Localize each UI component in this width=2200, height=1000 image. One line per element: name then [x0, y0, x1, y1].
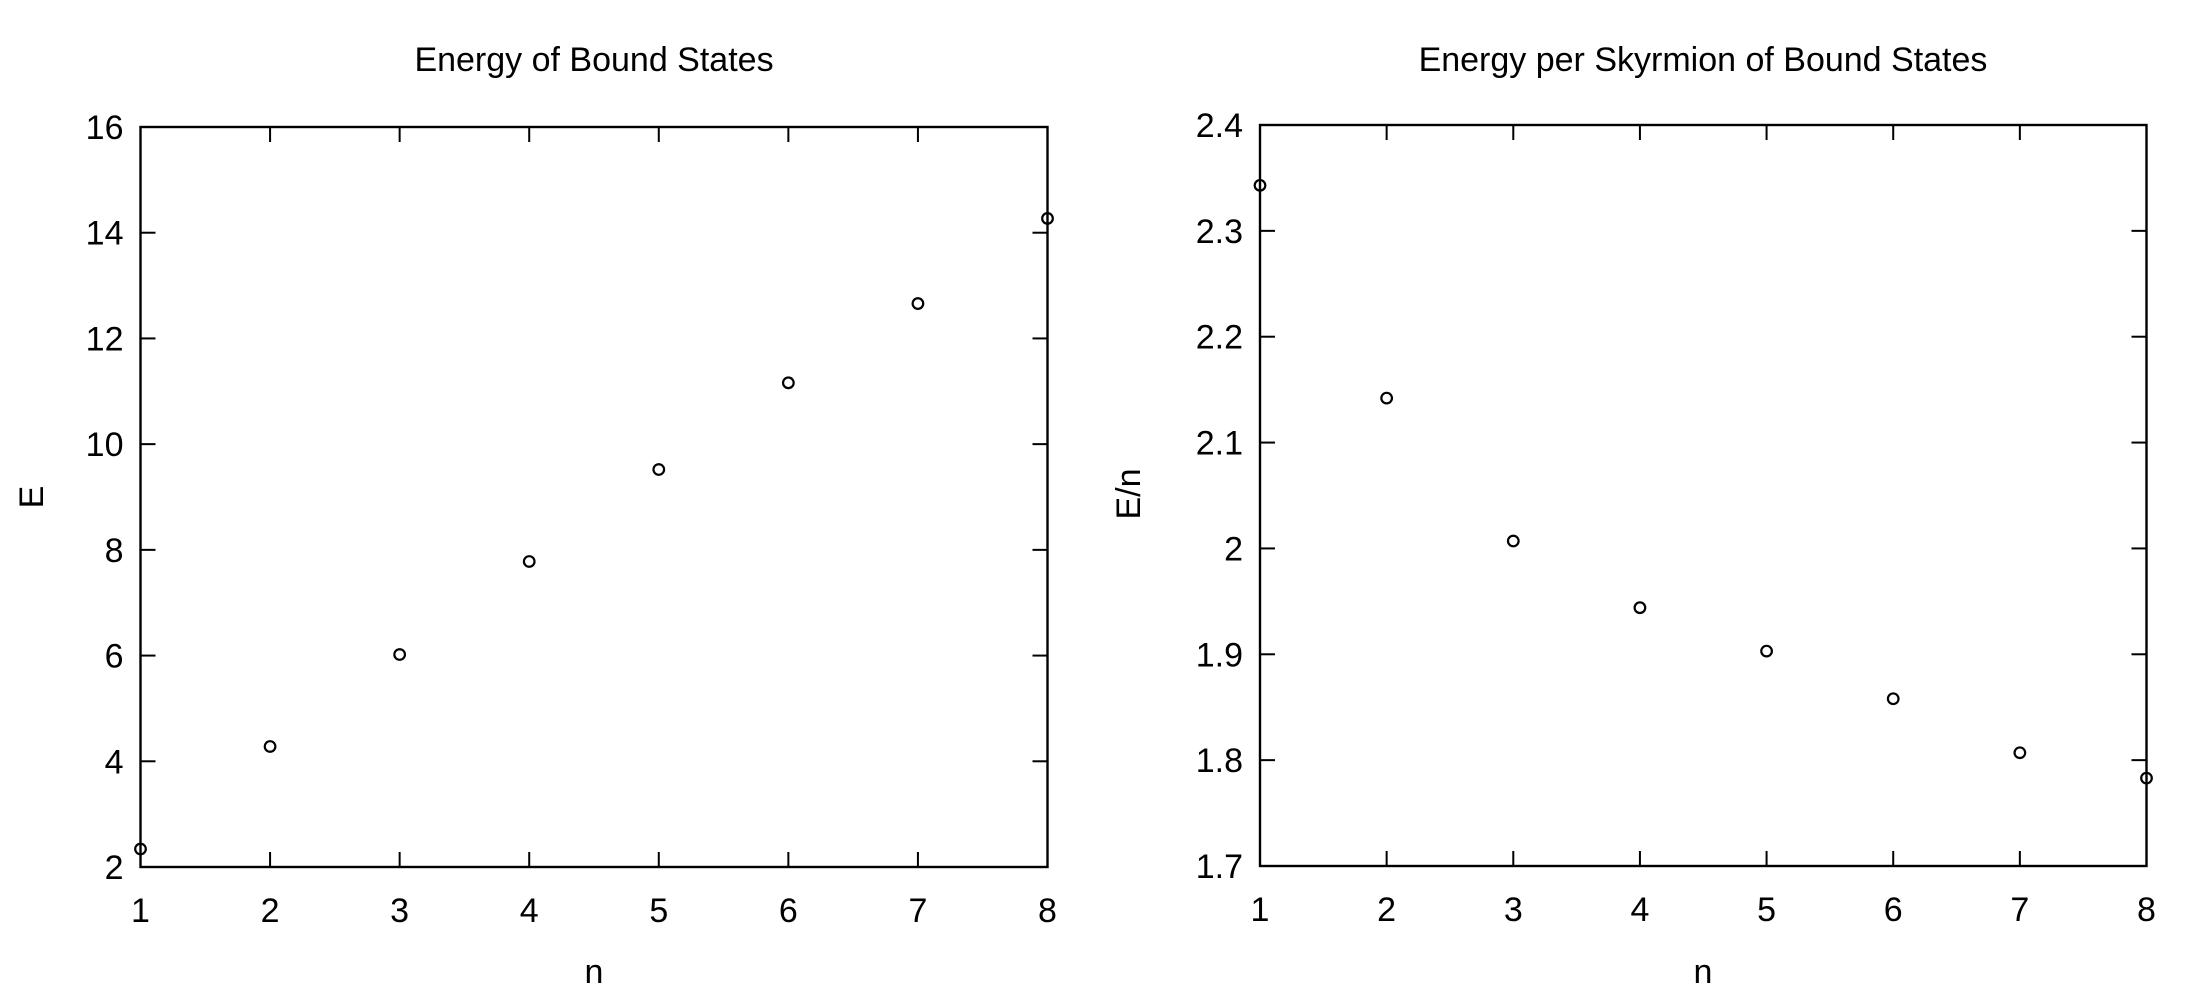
right-plot-y-axis-label: E/n	[1110, 468, 1148, 519]
left-plot-points	[134, 212, 1054, 856]
data-point	[781, 376, 795, 390]
data-point	[2140, 771, 2153, 785]
y-tick-label: 2	[105, 849, 124, 887]
x-tick-label: 5	[1757, 891, 1776, 929]
y-tick-label: 2.1	[1196, 425, 1243, 463]
right-plot: Energy per Skyrmion of Bound States E/n …	[1110, 41, 2156, 991]
data-point	[1253, 178, 1267, 192]
data-point	[1041, 212, 1054, 225]
x-tick-label: 1	[131, 892, 150, 930]
data-point	[263, 740, 277, 753]
x-tick-label: 4	[1630, 891, 1649, 929]
x-tick-label: 3	[390, 892, 409, 930]
y-tick-label: 6	[105, 638, 124, 676]
data-point	[1886, 692, 1900, 706]
x-tick-label: 2	[1377, 891, 1396, 929]
y-tick-label: 2.4	[1196, 107, 1243, 145]
x-tick-label: 4	[520, 892, 539, 930]
x-tick-label: 8	[2137, 891, 2156, 929]
right-plot-axes: 1 2 3 4 5 6 7 8 1.7 1.8 1.9 2 2.1 2.2 2.3 2.4	[1196, 107, 2156, 929]
y-tick-label: 1.9	[1196, 636, 1243, 674]
data-point	[1506, 534, 1520, 548]
y-tick-label: 2.3	[1196, 213, 1243, 251]
left-plot-y-axis-label: E	[13, 486, 51, 509]
y-tick-label: 8	[105, 532, 124, 570]
y-tick-label: 14	[86, 215, 124, 253]
x-tick-label: 7	[908, 892, 927, 930]
x-tick-label: 1	[1251, 891, 1270, 929]
plot-border	[1258, 123, 2148, 868]
data-point	[2013, 746, 2027, 760]
left-plot-x-axis-label: n	[585, 953, 604, 991]
x-tick-label: 6	[779, 892, 798, 930]
right-plot-x-axis-label: n	[1694, 953, 1713, 991]
right-plot-title: Energy per Skyrmion of Bound States	[1419, 41, 1988, 79]
y-tick-label: 10	[86, 426, 124, 464]
right-plot-points	[1253, 178, 2153, 785]
x-tick-label: 3	[1504, 891, 1523, 929]
data-point	[393, 648, 407, 661]
data-point	[1380, 391, 1394, 405]
x-tick-label: 2	[261, 892, 280, 930]
y-tick-label: 2.2	[1196, 319, 1243, 357]
y-tick-label: 1.8	[1196, 742, 1243, 780]
y-tick-label: 4	[105, 743, 124, 781]
left-plot-title: Energy of Bound States	[414, 41, 773, 79]
data-point	[652, 463, 666, 476]
data-point	[911, 297, 925, 310]
data-point	[522, 555, 536, 568]
y-tick-label: 2	[1224, 530, 1243, 568]
data-point	[1633, 601, 1647, 615]
y-tick-label: 12	[86, 320, 124, 358]
data-point	[134, 842, 147, 856]
y-tick-label: 16	[86, 109, 124, 147]
x-tick-label: 5	[649, 892, 668, 930]
x-tick-label: 6	[1884, 891, 1903, 929]
left-plot: Energy of Bound States E n 1 2 3 4 5 6 7 824681…	[13, 41, 1057, 991]
data-point	[1760, 644, 1773, 658]
plot-border	[139, 125, 1049, 869]
x-tick-label: 8	[1038, 892, 1057, 930]
x-tick-label: 7	[2010, 891, 2029, 929]
y-tick-label: 1.7	[1196, 848, 1243, 886]
